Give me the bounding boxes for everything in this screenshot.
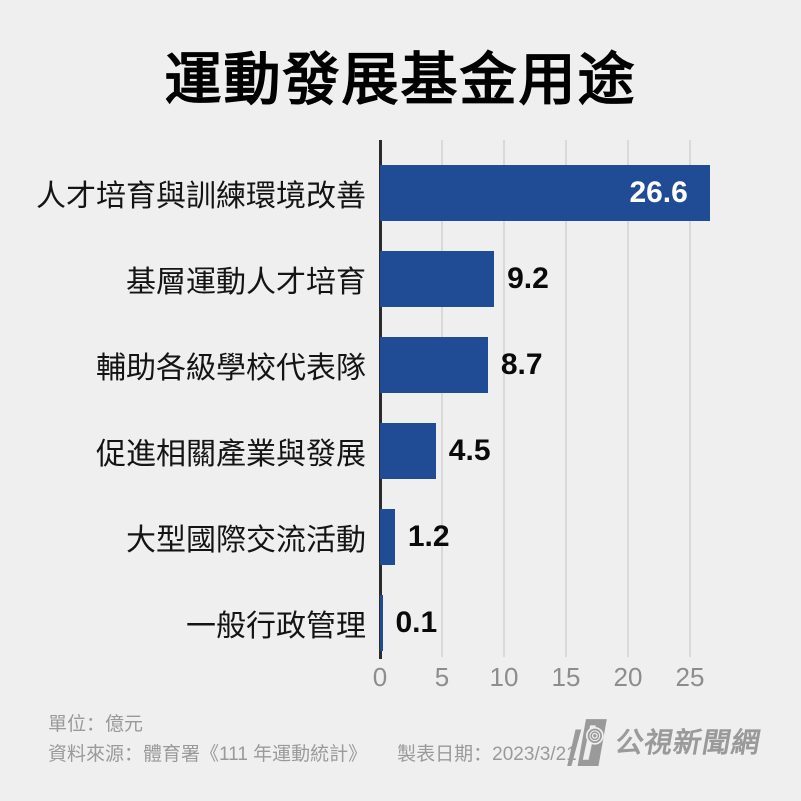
bar <box>380 251 495 307</box>
x-tick-label: 5 <box>434 662 450 692</box>
category-label: 人才培育與訓練環境改善 <box>36 180 366 213</box>
pts-logo-text: 公視新聞網 <box>612 727 764 758</box>
bar <box>380 423 436 479</box>
bar <box>380 337 488 393</box>
value-label: 8.7 <box>500 348 543 381</box>
category-label: 輔助各級學校代表隊 <box>96 352 366 385</box>
value-label: 4.5 <box>448 434 491 467</box>
bar <box>380 595 383 651</box>
category-label: 大型國際交流活動 <box>126 524 366 557</box>
value-label: 1.2 <box>407 520 450 553</box>
unit-note: 單位：億元 <box>48 714 144 735</box>
y-axis-line <box>379 140 382 659</box>
x-tick-label: 15 <box>551 662 581 692</box>
pts-logo: 公視新聞網 <box>566 714 764 768</box>
source-note: 資料來源：體育署《111 年運動統計》 製表日期：2023/3/21 <box>48 739 577 766</box>
category-label: 基層運動人才培育 <box>126 266 366 299</box>
x-tick-label: 20 <box>613 662 643 692</box>
category-label: 促進相關產業與發展 <box>96 438 366 471</box>
x-tick-label: 10 <box>489 662 519 692</box>
value-label: 9.2 <box>507 262 549 295</box>
chart-title: 運動發展基金用途 <box>164 48 637 112</box>
value-label: 0.1 <box>395 606 438 639</box>
date-text: 製表日期：2023/3/21 <box>397 744 577 765</box>
bar <box>380 509 395 565</box>
category-labels: 人才培育與訓練環境改善基層運動人才培育輔助各級學校代表隊 促進相關產業與發展大型國… <box>0 140 366 658</box>
bar <box>380 165 710 221</box>
gridline <box>565 140 567 657</box>
gridline <box>503 140 505 657</box>
pts-logo-icon <box>567 719 607 766</box>
x-tick-label: 0 <box>372 662 388 692</box>
gridline <box>441 140 443 657</box>
source-text: 資料來源：體育署《111 年運動統計》 <box>48 744 368 765</box>
category-label: 一般行政管理 <box>186 610 366 643</box>
x-tick-label: 25 <box>675 662 705 692</box>
plot-area: 26.6 9.2 8.7 4.5 1.2 0.1 <box>379 140 792 659</box>
gridline <box>627 140 629 657</box>
gridline <box>689 140 691 657</box>
value-label: 26.6 <box>629 176 688 209</box>
